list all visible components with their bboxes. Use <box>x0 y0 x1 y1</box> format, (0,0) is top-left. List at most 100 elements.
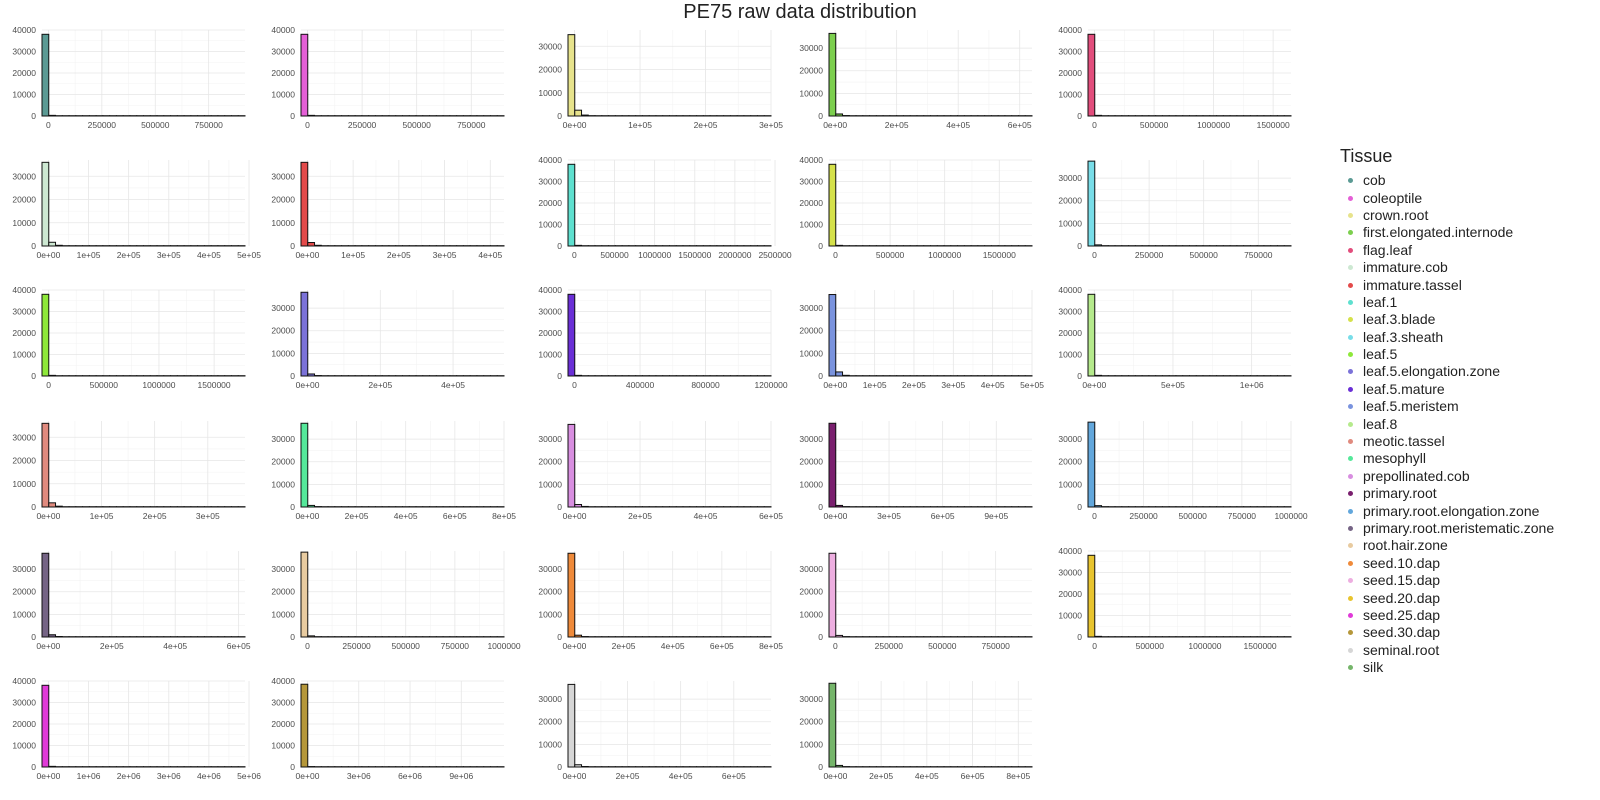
legend-label: primary.root <box>1363 485 1437 502</box>
y-tick-label: 20000 <box>271 326 295 336</box>
y-tick-label: 20000 <box>1058 328 1082 338</box>
histogram-bar <box>828 552 837 638</box>
grid-minor <box>301 551 504 637</box>
x-tick-labels: 0e+00 2e+05 4e+05 6e+05 <box>562 771 746 781</box>
histogram-bar <box>48 765 57 768</box>
histogram-bar <box>314 244 322 247</box>
facet-panel-seed-10-dap: 0 10000 20000 30000 0e+00 2e+05 4e+05 6e+05 8e+0… <box>513 541 796 662</box>
legend-key-dot <box>1348 630 1353 636</box>
y-tick-label: 0 <box>557 762 562 772</box>
bars <box>567 423 772 508</box>
y-tick-label: 0 <box>818 111 823 121</box>
x-tick-labels: 0e+00 1e+05 2e+05 3e+05 <box>36 511 220 521</box>
y-tick-label: 20000 <box>271 719 295 729</box>
y-tick-label: 20000 <box>271 457 295 467</box>
bars <box>567 293 772 377</box>
y-tick-label: 20000 <box>799 717 823 727</box>
legend-label: first.elongated.internode <box>1363 224 1514 241</box>
y-tick-labels: 0 10000 20000 30000 <box>1058 434 1082 512</box>
x-tick-label: 1500000 <box>1244 641 1277 651</box>
bars <box>828 422 1033 508</box>
x-tick-label: 0e+00 <box>36 771 60 781</box>
y-tick-label: 10000 <box>271 609 295 619</box>
histogram-immature-cob: 0 10000 20000 30000 0e+00 1e+05 2e+05 3e+05 4e+0… <box>12 160 261 260</box>
x-tick-label: 8e+05 <box>1006 771 1030 781</box>
x-tick-label: 2e+05 <box>143 511 167 521</box>
histogram-bar <box>835 764 844 768</box>
x-tick-label: 4e+05 <box>946 120 970 130</box>
bars <box>300 551 505 638</box>
y-tick-label: 0 <box>290 762 295 772</box>
legend-key-dot <box>1348 282 1353 288</box>
y-tick-labels: 0 10000 20000 30000 <box>12 564 36 642</box>
histogram-bar <box>835 504 844 508</box>
legend-label: leaf.5.elongation.zone <box>1363 363 1500 380</box>
y-tick-labels: 0 10000 20000 30000 <box>799 694 823 772</box>
x-tick-label: 0 <box>1092 250 1097 260</box>
x-tick-label: 1500000 <box>198 380 231 390</box>
histogram-bar <box>300 551 309 638</box>
histogram-bar <box>574 374 583 377</box>
histogram-bar <box>300 33 309 117</box>
bars <box>1087 421 1292 508</box>
legend-key-dot <box>1348 578 1353 584</box>
legend-label: seminal.root <box>1363 641 1440 658</box>
histogram-primary-root-meristematic-zone: 0 10000 20000 30000 0e+00 2e+05 4e+05 6e+05 <box>12 551 251 651</box>
x-tick-labels: 0 250000 500000 750000 1000000 <box>1092 511 1308 521</box>
y-tick-label: 10000 <box>799 88 823 98</box>
x-tick-label: 6e+06 <box>398 771 422 781</box>
x-tick-label: 500000 <box>1136 641 1165 651</box>
grid-major <box>829 290 1033 377</box>
y-tick-label: 0 <box>290 632 295 642</box>
x-tick-labels: 0 500000 1000000 1500000 <box>46 380 231 390</box>
facet-panel-immature-tassel: 0 10000 20000 30000 0e+00 1e+05 2e+05 3e+05 4e+0… <box>246 150 529 271</box>
x-tick-label: 800000 <box>691 380 720 390</box>
histogram-bar <box>55 244 63 247</box>
x-tick-label: 0 <box>1092 641 1097 651</box>
y-tick-labels: 0 10000 20000 30000 40000 <box>799 155 823 251</box>
bars <box>300 33 505 117</box>
y-tick-label: 20000 <box>538 587 562 597</box>
x-tick-label: 6e+05 <box>759 511 783 521</box>
grid-major <box>1088 29 1291 117</box>
y-tick-label: 0 <box>31 762 36 772</box>
y-tick-label: 10000 <box>799 739 823 749</box>
x-tick-labels: 0 250000 500000 750000 <box>833 641 1010 651</box>
y-tick-label: 10000 <box>271 741 295 751</box>
x-tick-label: 1500000 <box>983 250 1016 260</box>
y-tick-label: 20000 <box>271 587 295 597</box>
y-tick-label: 10000 <box>799 479 823 489</box>
bars <box>300 683 505 768</box>
x-tick-label: 0e+00 <box>295 511 319 521</box>
histogram-bar <box>307 504 316 508</box>
y-tick-label: 40000 <box>271 676 295 686</box>
y-tick-label: 0 <box>557 371 562 381</box>
histogram-seed-20-dap: 0 10000 20000 30000 40000 0 500000 1000000 15000… <box>1058 546 1292 651</box>
legend-label: primary.root.elongation.zone <box>1363 502 1540 519</box>
legend-key-dot <box>1348 212 1353 218</box>
histogram-bar <box>41 552 50 638</box>
x-tick-label: 0e+00 <box>1082 380 1106 390</box>
y-tick-label: 0 <box>31 371 36 381</box>
x-tick-label: 3e+05 <box>433 250 457 260</box>
y-tick-labels: 0 10000 20000 30000 <box>12 432 36 512</box>
legend-key-dot <box>1348 386 1353 392</box>
grid-minor <box>568 30 771 116</box>
grid-minor <box>829 421 1032 507</box>
histogram-first-elongated-internode: 0 10000 20000 30000 0e+00 2e+05 4e+05 6e+05 <box>799 30 1033 130</box>
legend-key-dot <box>1348 317 1353 323</box>
chart-title: PE75 raw data distribution <box>683 1 917 23</box>
x-tick-labels: 0e+00 1e+05 2e+05 3e+05 4e+05 5e+05 <box>823 380 1044 390</box>
histogram-cob: 0 10000 20000 30000 40000 0 250000 500000 750000 <box>12 25 246 130</box>
x-tick-label: 250000 <box>1129 511 1158 521</box>
x-tick-labels: 0 250000 500000 750000 1000000 <box>305 641 521 651</box>
y-tick-label: 30000 <box>12 171 36 181</box>
x-tick-label: 2e+05 <box>616 771 640 781</box>
histogram-bar <box>574 109 583 117</box>
y-tick-label: 30000 <box>271 303 295 313</box>
y-tick-labels: 0 10000 20000 30000 <box>12 171 36 251</box>
grid-minor <box>568 551 771 637</box>
facet-panel-leaf-3-blade: 0 10000 20000 30000 40000 0 500000 1000000 15000… <box>774 150 1057 271</box>
legend-key-dot <box>1348 247 1353 253</box>
